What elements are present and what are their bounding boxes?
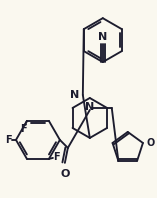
Text: N: N	[85, 102, 95, 112]
Text: O: O	[147, 138, 155, 148]
Text: F: F	[5, 135, 11, 145]
Text: N: N	[98, 32, 107, 42]
Text: O: O	[60, 169, 70, 179]
Text: N: N	[70, 90, 79, 100]
Text: F: F	[54, 152, 60, 162]
Text: F: F	[20, 124, 26, 134]
